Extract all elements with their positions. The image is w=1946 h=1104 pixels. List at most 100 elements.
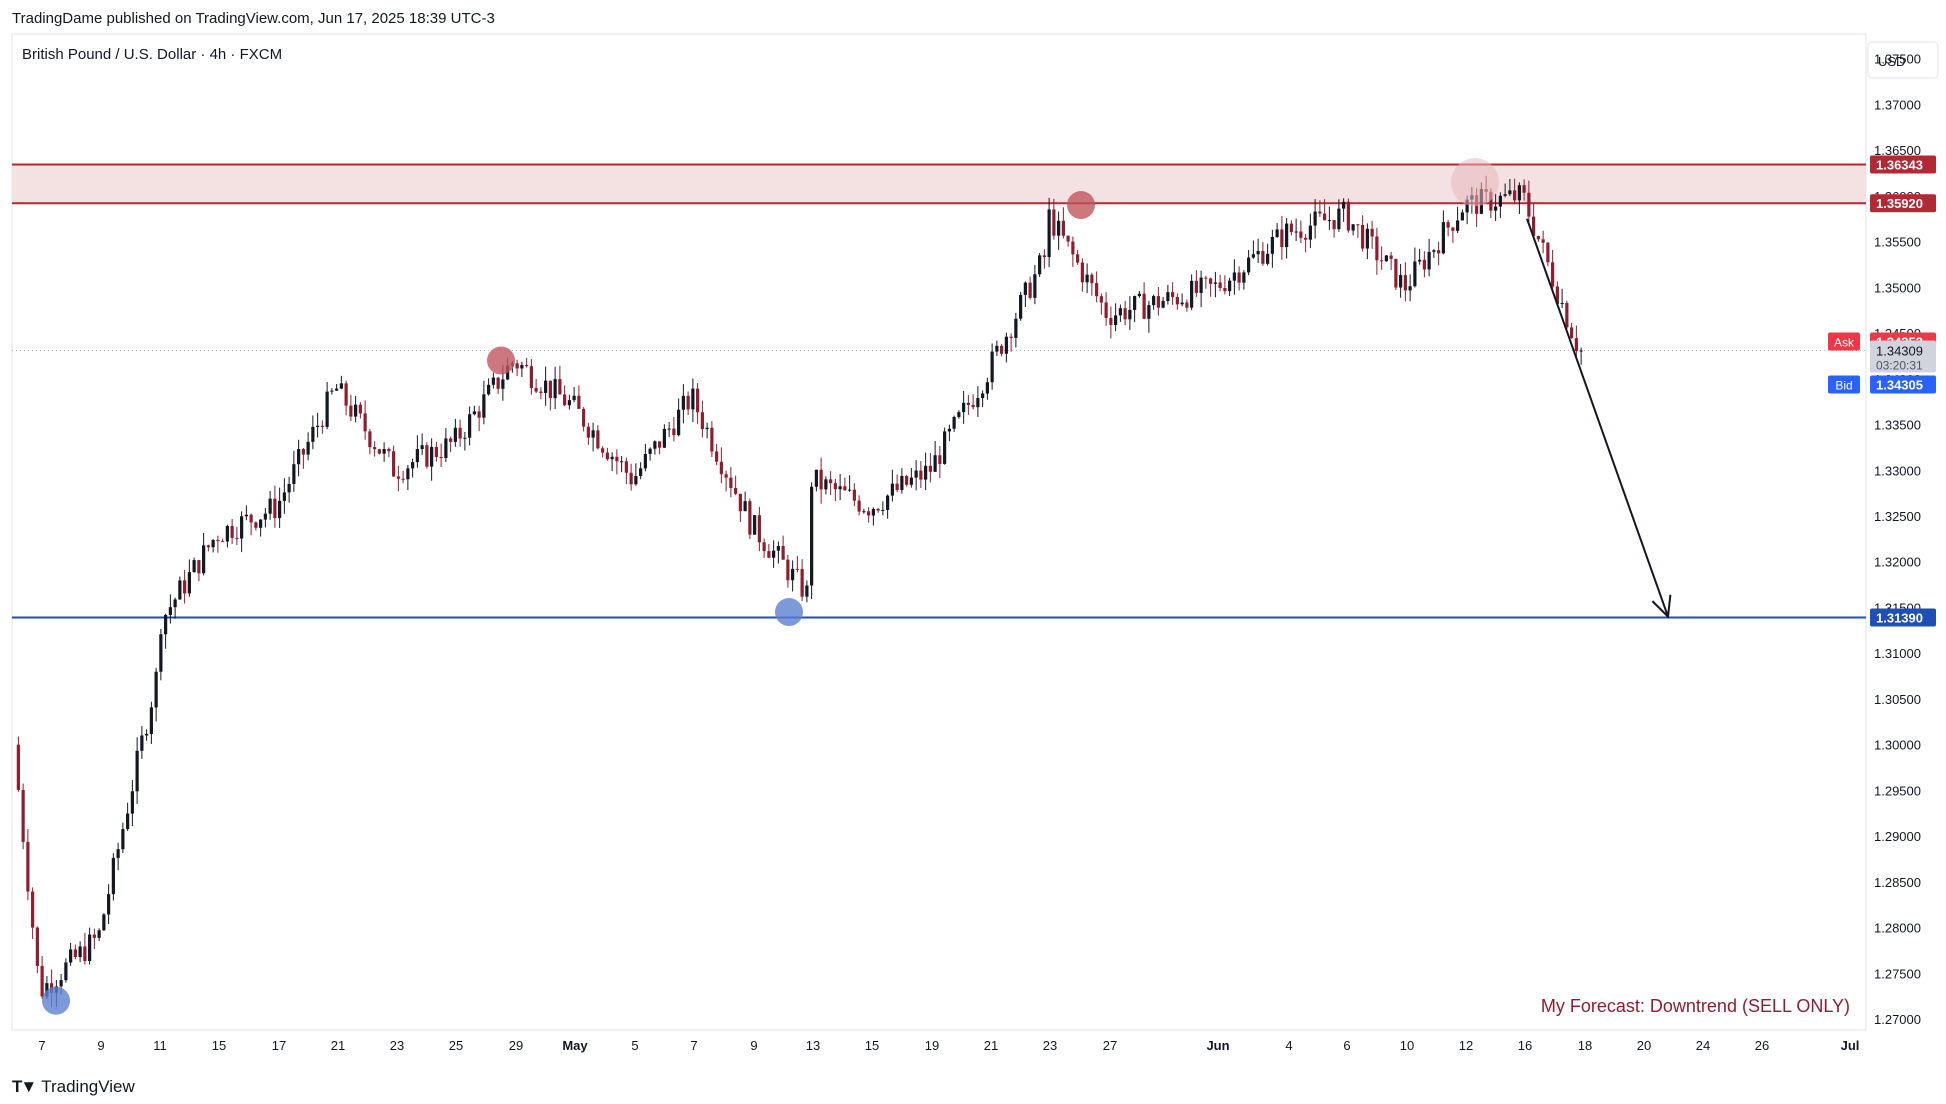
candle-down[interactable] [83,946,87,962]
candle-up[interactable] [881,509,885,511]
candle-up[interactable] [1180,302,1184,305]
candle-up[interactable] [1118,308,1122,316]
candle-up[interactable] [192,560,196,573]
candle-down[interactable] [539,391,543,393]
candle-up[interactable] [1456,220,1460,231]
candle-down[interactable] [867,511,871,516]
candle-down[interactable] [843,486,847,491]
candle-up[interactable] [135,750,139,792]
candle-down[interactable] [1000,345,1004,354]
candle-down[interactable] [672,428,676,436]
candle-up[interactable] [1365,228,1369,249]
candle-down[interactable] [781,545,785,560]
candle-up[interactable] [662,428,666,448]
candle-up[interactable] [325,391,329,427]
candle-down[interactable] [1042,255,1046,258]
candle-up[interactable] [444,438,448,458]
candle-up[interactable] [406,468,410,480]
candle-up[interactable] [1047,209,1051,258]
candle-down[interactable] [1375,236,1379,261]
candle-down[interactable] [439,456,443,458]
candle-up[interactable] [145,733,149,736]
candle-down[interactable] [833,483,837,490]
candle-up[interactable] [824,479,828,490]
candle-down[interactable] [525,365,529,367]
candle-up[interactable] [985,382,989,394]
candle-down[interactable] [1555,286,1559,304]
candle-down[interactable] [548,380,552,399]
candle-up[interactable] [805,585,809,597]
candle-down[interactable] [729,477,733,488]
candle-down[interactable] [344,383,348,406]
candle-down[interactable] [1218,282,1222,288]
candle-down[interactable] [601,448,605,453]
candle-down[interactable] [577,395,581,409]
candle-up[interactable] [259,519,263,528]
candle-down[interactable] [73,949,77,958]
candle-up[interactable] [1232,272,1236,281]
candle-up[interactable] [420,445,424,450]
candle-down[interactable] [1194,280,1198,293]
candle-down[interactable] [596,430,600,449]
candle-up[interactable] [943,431,947,464]
candle-down[interactable] [230,525,234,538]
candle-down[interactable] [368,431,372,448]
candle-up[interactable] [1498,195,1502,207]
candle-up[interactable] [933,455,937,472]
candle-down[interactable] [434,446,438,457]
candle-down[interactable] [254,522,258,528]
candle-down[interactable] [1076,254,1080,263]
candle-down[interactable] [1541,239,1545,243]
candle-down[interactable] [966,402,970,405]
candle-down[interactable] [1109,317,1113,325]
candle-down[interactable] [734,487,738,494]
candle-down[interactable] [396,476,400,479]
candle-down[interactable] [767,551,771,558]
candle-up[interactable] [648,448,652,454]
candle-up[interactable] [268,498,272,514]
candle-down[interactable] [710,427,714,452]
candle-up[interactable] [1199,277,1203,293]
candle-down[interactable] [762,542,766,552]
candle-up[interactable] [1014,318,1018,338]
candle-down[interactable] [1261,250,1265,264]
candle-up[interactable] [263,513,267,520]
candle-down[interactable] [686,395,690,410]
candle-up[interactable] [187,572,191,594]
candle-up[interactable] [1308,225,1312,240]
candle-up[interactable] [772,550,776,558]
candle-up[interactable] [791,568,795,581]
candle-up[interactable] [1019,294,1023,319]
candle-up[interactable] [924,465,928,480]
candle-down[interactable] [515,363,519,369]
candle-up[interactable] [45,983,49,997]
candle-up[interactable] [677,409,681,436]
candle-up[interactable] [981,393,985,399]
candle-up[interactable] [159,634,163,672]
candle-up[interactable] [643,453,647,469]
candle-down[interactable] [1185,302,1189,308]
candle-down[interactable] [1123,308,1127,320]
candle-up[interactable] [990,351,994,383]
candle-up[interactable] [330,390,334,392]
candle-up[interactable] [776,545,780,551]
candle-up[interactable] [1251,254,1255,258]
candle-down[interactable] [358,404,362,414]
candle-up[interactable] [97,930,101,938]
candle-up[interactable] [1275,229,1279,237]
candle-down[interactable] [458,427,462,439]
candle-up[interactable] [1152,296,1156,306]
candle-up[interactable] [1270,236,1274,254]
candle-up[interactable] [472,411,476,415]
candle-down[interactable] [724,474,728,478]
candle-up[interactable] [667,428,671,430]
candle-up[interactable] [278,500,282,519]
tradingview-brand[interactable]: T▼ TradingView [12,1076,135,1098]
candle-up[interactable] [1161,301,1165,308]
candle-down[interactable] [1095,283,1099,297]
candle-down[interactable] [938,455,942,464]
candle-up[interactable] [111,857,115,895]
candle-down[interactable] [1332,220,1336,230]
candle-down[interactable] [301,449,305,455]
